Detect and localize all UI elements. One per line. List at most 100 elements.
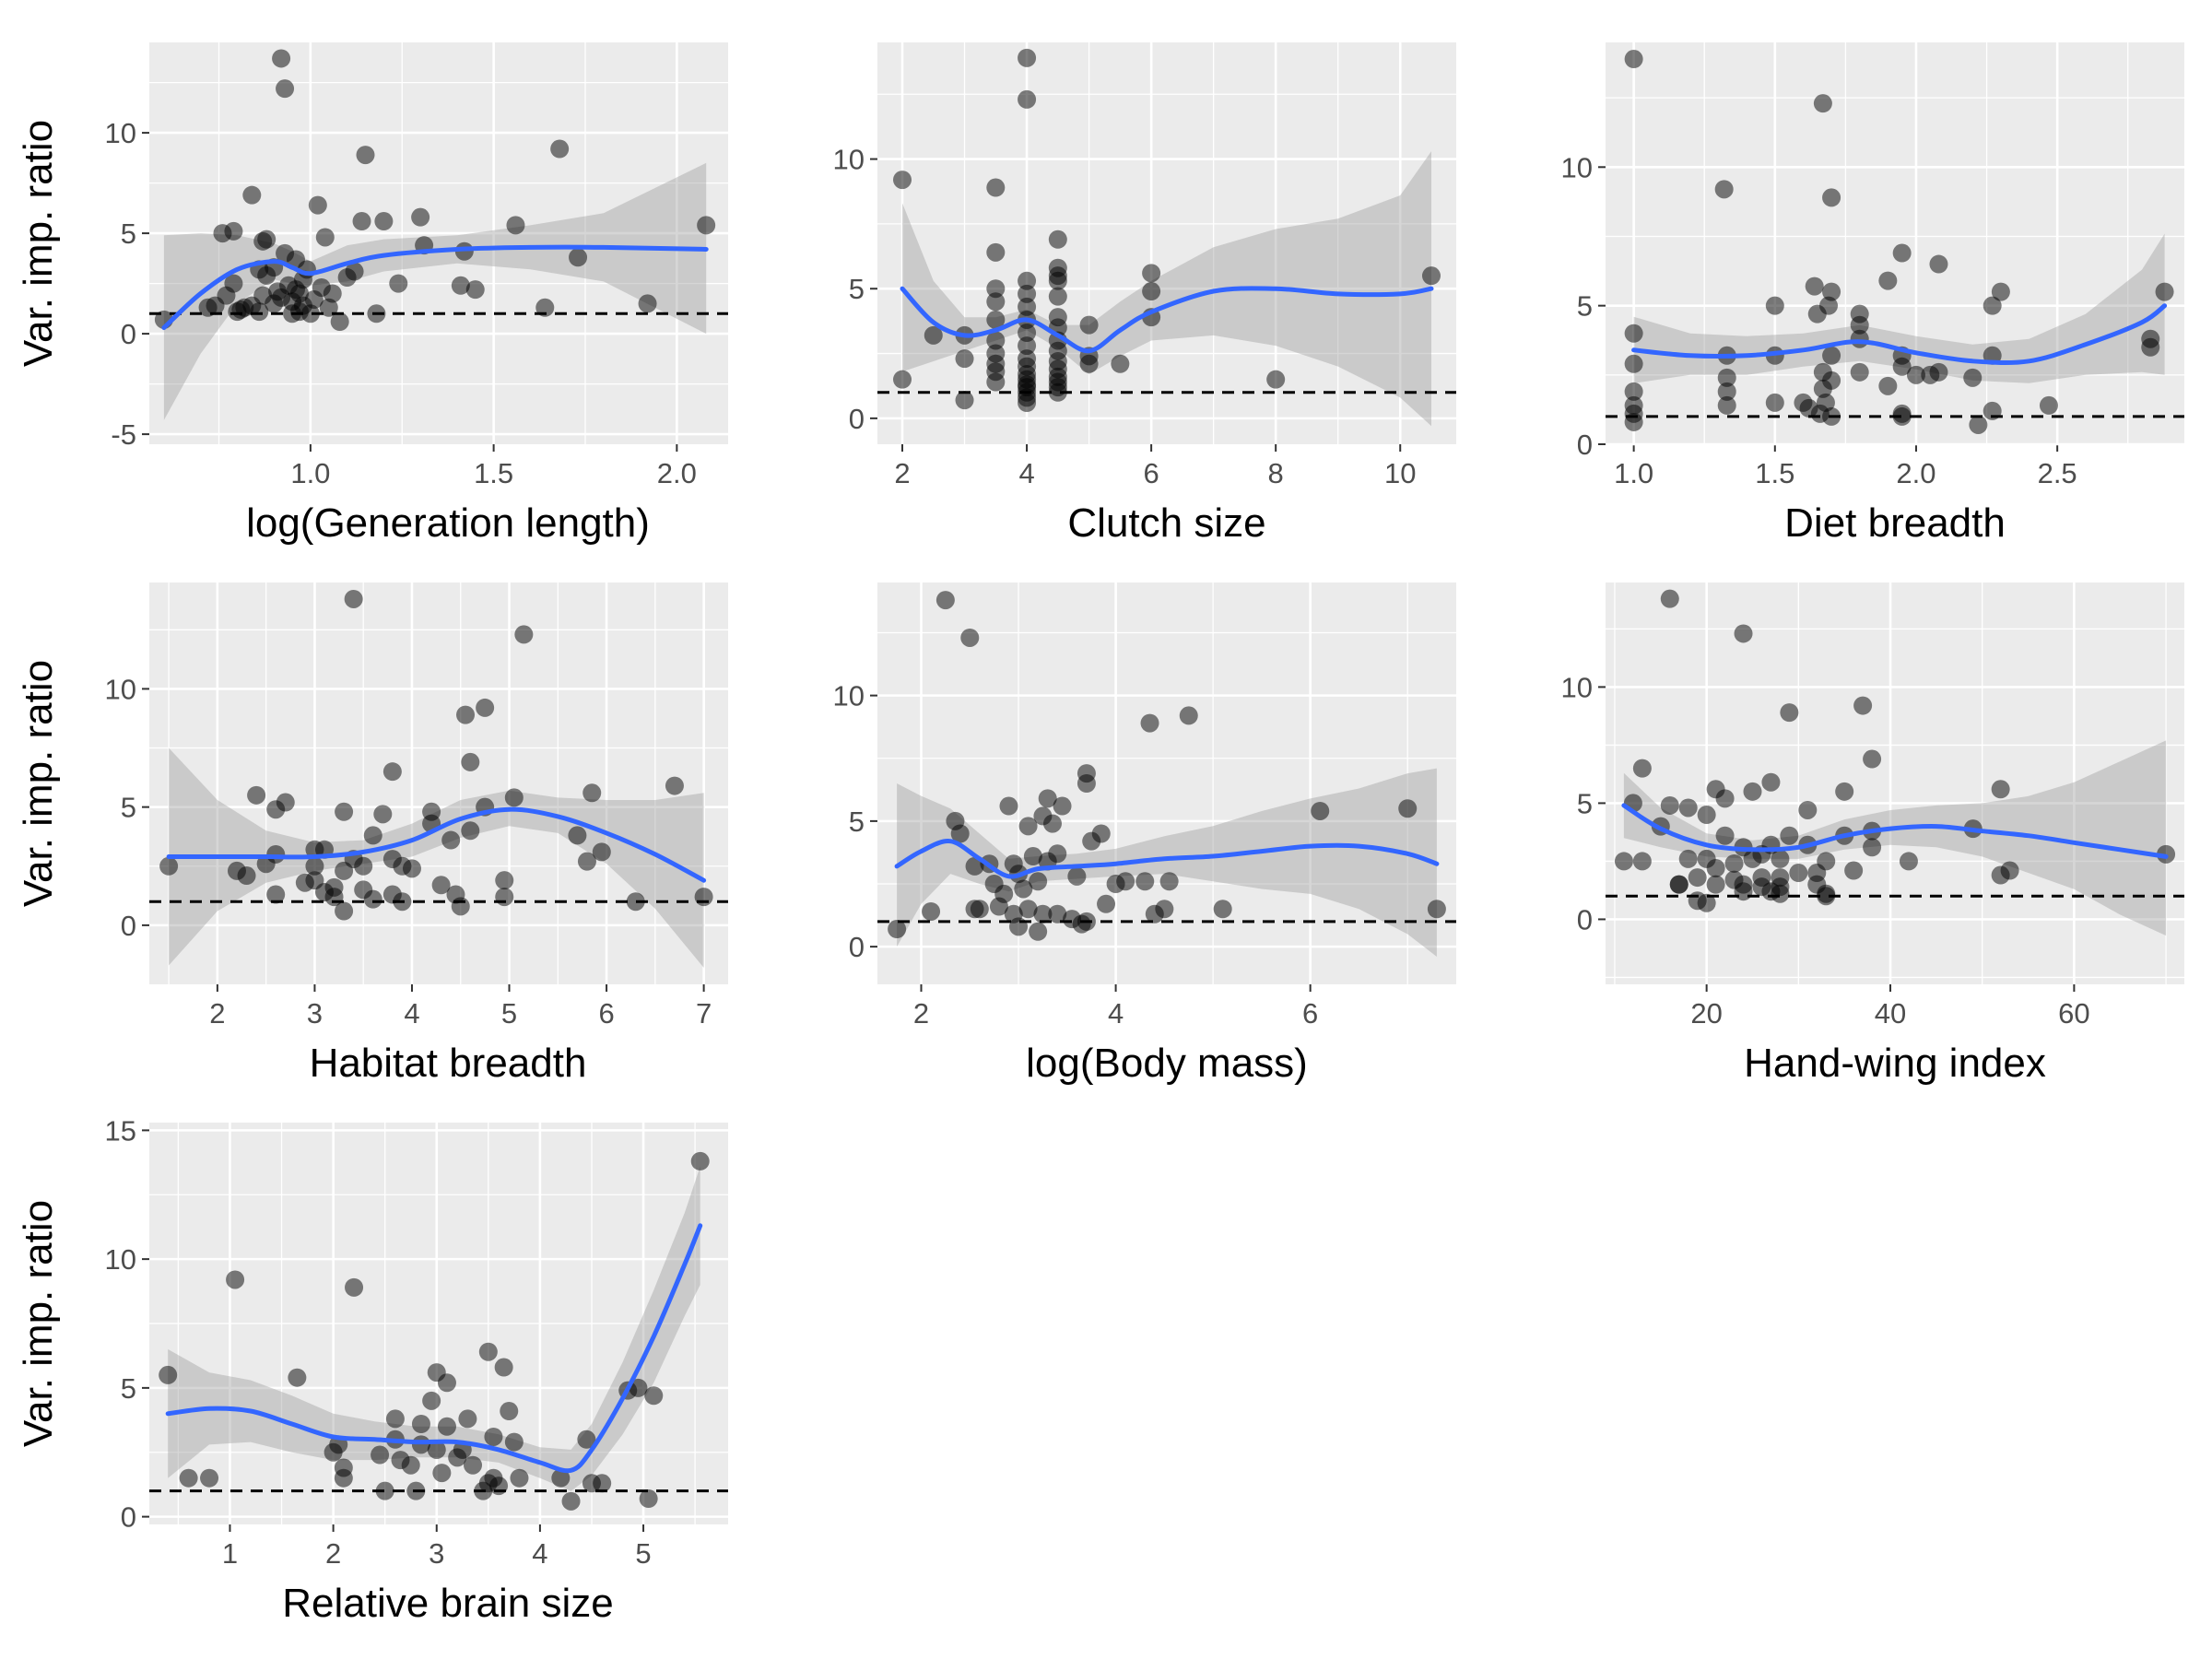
x-tick-label: 40 (1875, 997, 1906, 1030)
data-point (315, 228, 335, 247)
data-point (427, 1440, 446, 1459)
data-point (411, 207, 430, 227)
panel-4: 2 3 4 5 6 7 0 5 10 Habitat breadth Var. imp. ratio (16, 582, 728, 1086)
y-axis-title: Var. imp. ratio (16, 660, 61, 907)
data-point (1023, 847, 1042, 866)
data-point (1798, 800, 1818, 819)
panel-6: 20 40 60 0 5 10 Hand-wing index (1561, 582, 2184, 1086)
x-tick-label: 6 (598, 997, 614, 1030)
data-point (224, 274, 243, 293)
y-tick-label: 5 (1577, 290, 1593, 323)
data-point (960, 628, 980, 647)
data-point (371, 1445, 390, 1465)
data-point (1669, 875, 1688, 894)
data-point (1097, 894, 1116, 913)
data-point (1421, 266, 1441, 286)
data-point (1660, 589, 1679, 608)
plot-area (877, 591, 1456, 957)
data-point (1048, 382, 1067, 402)
x-tick-label: 1.5 (474, 457, 513, 489)
data-point (356, 146, 375, 165)
data-point (224, 221, 243, 241)
data-point (568, 826, 587, 845)
data-point (401, 1455, 420, 1475)
x-tick-label: 8 (1268, 457, 1284, 489)
data-point (1850, 329, 1869, 348)
data-point (1929, 362, 1948, 382)
data-point (159, 1365, 178, 1384)
data-point (1805, 276, 1824, 296)
data-point (1632, 852, 1652, 871)
y-tick-label: 5 (121, 218, 136, 250)
confidence-ribbon (897, 768, 1437, 957)
data-point (1819, 296, 1839, 315)
data-point (1140, 713, 1159, 733)
data-point (1048, 844, 1067, 864)
data-point (345, 1277, 364, 1297)
data-point (389, 274, 408, 293)
y-tick-label: 5 (121, 792, 136, 824)
data-point (582, 783, 602, 803)
data-point (464, 1455, 483, 1475)
data-point (1771, 849, 1790, 868)
x-tick-label: 5 (635, 1537, 651, 1570)
data-point (1018, 89, 1037, 109)
panel-3: 1.0 1.5 2.0 2.5 0 5 10 Diet breadth (1561, 42, 2184, 546)
data-point (1892, 243, 1912, 263)
x-tick-label: 6 (1143, 457, 1159, 489)
data-point (344, 589, 363, 608)
data-point (1018, 324, 1037, 343)
x-tick-label: 2 (913, 997, 929, 1030)
y-tick-label: 10 (1561, 671, 1593, 703)
data-point (986, 310, 1006, 329)
data-point (1715, 789, 1735, 808)
data-point (363, 889, 382, 909)
data-point (1697, 893, 1716, 912)
data-point (935, 591, 955, 610)
data-point (504, 788, 524, 807)
plot-area (149, 589, 728, 968)
x-tick-label: 6 (1302, 997, 1318, 1030)
data-point (1706, 858, 1725, 877)
data-point (1179, 706, 1198, 725)
data-point (986, 372, 1006, 392)
data-point (1018, 297, 1037, 316)
data-point (451, 276, 470, 295)
data-point (629, 1378, 648, 1397)
y-axis-title: Var. imp. ratio (16, 120, 61, 367)
data-point (1853, 696, 1873, 715)
data-point (324, 888, 344, 907)
x-tick-label: 20 (1690, 997, 1722, 1030)
data-point (1660, 795, 1679, 815)
data-point (965, 856, 984, 876)
data-point (345, 262, 364, 281)
data-point (247, 785, 266, 805)
data-point (1053, 796, 1072, 816)
smooth-line (161, 244, 709, 331)
data-point (1213, 900, 1232, 919)
data-point (1697, 806, 1716, 825)
confidence-ribbon (1633, 233, 2165, 383)
data-point (242, 185, 262, 205)
data-point (510, 1468, 529, 1488)
data-point (1678, 798, 1698, 818)
data-point (257, 229, 276, 249)
data-point (1142, 264, 1161, 283)
data-point (478, 1342, 498, 1361)
smooth-line (900, 286, 1434, 354)
panel-background (149, 582, 728, 984)
data-point (697, 216, 716, 235)
data-point (1822, 346, 1841, 365)
data-point (458, 1409, 477, 1429)
data-point (999, 796, 1018, 816)
data-point (550, 139, 570, 159)
data-point (1135, 872, 1155, 891)
x-tick-label: 5 (501, 997, 517, 1030)
data-point (495, 888, 514, 907)
data-point (1892, 406, 1912, 426)
data-point (1142, 282, 1161, 301)
y-tick-label: 10 (1561, 151, 1593, 183)
data-point (1816, 393, 1835, 412)
data-point (1029, 922, 1048, 941)
